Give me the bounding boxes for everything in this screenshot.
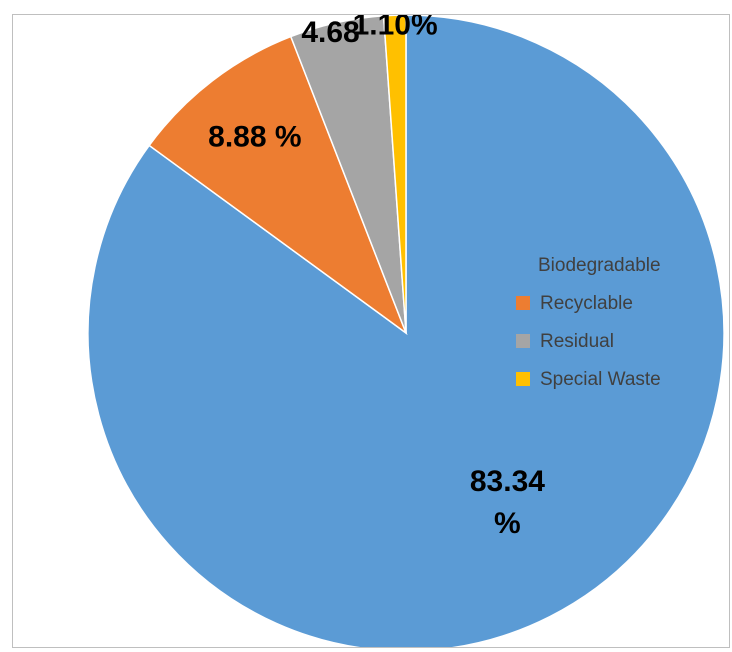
legend-label-recyclable: Recyclable bbox=[540, 293, 633, 314]
pie-slice-recyclable bbox=[148, 35, 408, 336]
pie-slice-special-waste bbox=[382, 15, 407, 334]
pie-slices bbox=[87, 15, 725, 647]
data-label-residual: 4.68 bbox=[301, 16, 359, 49]
chart-frame: 83.34% 8.88 % 4.68 1.10% Biodegradable Recyc… bbox=[12, 14, 730, 648]
legend-marker-recyclable bbox=[516, 296, 530, 310]
pie-chart: 83.34 % 8.88 % 4.681.10% Biodegradable Recyc… bbox=[87, 15, 725, 647]
legend-marker-special-waste bbox=[516, 372, 530, 386]
data-label-biodegradable: 83.34% bbox=[470, 465, 545, 540]
legend-label-residual: Residual bbox=[540, 331, 614, 352]
legend-label-special-waste: Special Waste bbox=[540, 369, 661, 390]
legend-label-biodegradable: Biodegradable bbox=[538, 255, 661, 276]
legend-marker-residual bbox=[516, 334, 530, 348]
data-label-special-waste: 1.10% bbox=[353, 15, 438, 42]
legend: Biodegradable Recyclable Residual Special W… bbox=[516, 255, 661, 390]
data-labels: 83.34 % 8.88 % 4.681.10% bbox=[208, 15, 545, 540]
data-label-recyclable: 8.88 % bbox=[208, 120, 301, 153]
